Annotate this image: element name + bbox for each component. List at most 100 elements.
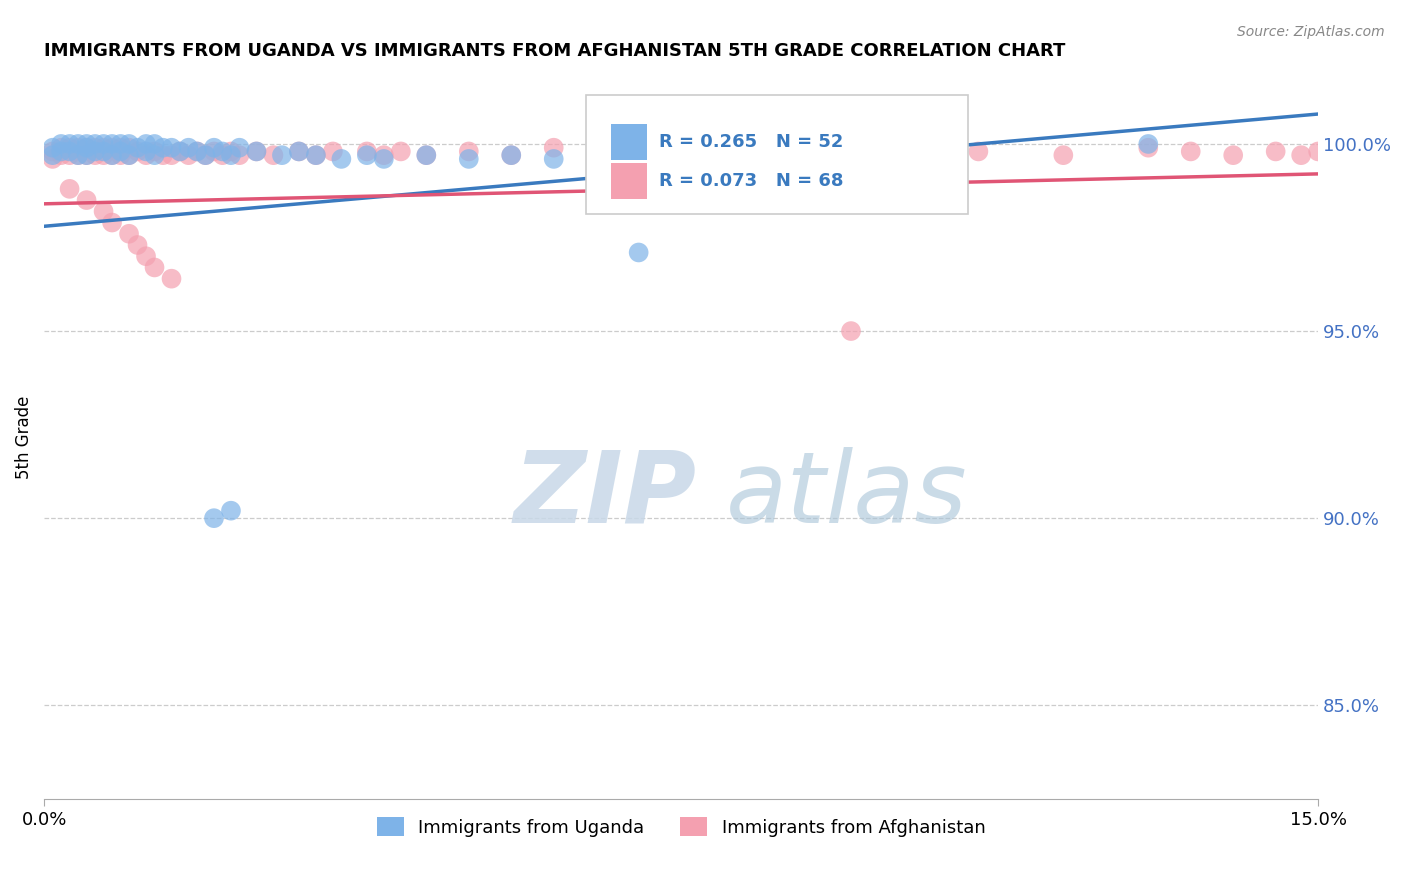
Point	[110, 148, 132, 162]
Point	[797, 145, 820, 159]
Point	[118, 227, 141, 241]
Point	[84, 148, 107, 162]
Point	[67, 136, 90, 151]
Point	[882, 148, 904, 162]
Point	[194, 148, 217, 162]
FancyBboxPatch shape	[585, 95, 967, 214]
Point	[1180, 145, 1202, 159]
Point	[967, 145, 990, 159]
Point	[457, 145, 479, 159]
Point	[118, 148, 141, 162]
Point	[101, 141, 124, 155]
Point	[76, 136, 98, 151]
Point	[1137, 136, 1160, 151]
Text: Source: ZipAtlas.com: Source: ZipAtlas.com	[1237, 25, 1385, 39]
Point	[101, 148, 124, 162]
Point	[143, 260, 166, 275]
Point	[67, 148, 90, 162]
Point	[41, 145, 63, 159]
Point	[211, 148, 233, 162]
Point	[415, 148, 437, 162]
Point	[58, 141, 80, 155]
Point	[585, 148, 607, 162]
Point	[186, 145, 208, 159]
Point	[41, 148, 63, 162]
Point	[202, 145, 225, 159]
Point	[627, 245, 650, 260]
Point	[49, 148, 72, 162]
Point	[202, 511, 225, 525]
Point	[143, 148, 166, 162]
Text: atlas: atlas	[725, 447, 967, 544]
Point	[143, 145, 166, 159]
Point	[58, 145, 80, 159]
Point	[101, 148, 124, 162]
Point	[67, 148, 90, 162]
Point	[228, 141, 250, 155]
Point	[585, 148, 607, 162]
Point	[356, 145, 378, 159]
Point	[1052, 148, 1074, 162]
Point	[93, 145, 115, 159]
Point	[194, 148, 217, 162]
Point	[101, 215, 124, 229]
Point	[1137, 141, 1160, 155]
Point	[373, 148, 395, 162]
Point	[288, 145, 311, 159]
Point	[76, 141, 98, 155]
Point	[219, 145, 242, 159]
Point	[160, 141, 183, 155]
Point	[245, 145, 267, 159]
Point	[84, 136, 107, 151]
Point	[839, 324, 862, 338]
Point	[135, 145, 157, 159]
Point	[93, 136, 115, 151]
Point	[110, 141, 132, 155]
Point	[1289, 148, 1312, 162]
Point	[356, 148, 378, 162]
Point	[177, 141, 200, 155]
Point	[373, 152, 395, 166]
Point	[219, 504, 242, 518]
Point	[245, 145, 267, 159]
Legend: Immigrants from Uganda, Immigrants from Afghanistan: Immigrants from Uganda, Immigrants from …	[370, 810, 993, 844]
Point	[160, 148, 183, 162]
Point	[58, 182, 80, 196]
Point	[186, 145, 208, 159]
Point	[228, 148, 250, 162]
Point	[1222, 148, 1244, 162]
Point	[457, 152, 479, 166]
Point	[58, 148, 80, 162]
Point	[1308, 145, 1330, 159]
Point	[127, 238, 149, 252]
Point	[58, 136, 80, 151]
Point	[127, 141, 149, 155]
Point	[627, 145, 650, 159]
Point	[101, 136, 124, 151]
Y-axis label: 5th Grade: 5th Grade	[15, 396, 32, 479]
Point	[202, 141, 225, 155]
Point	[118, 136, 141, 151]
Point	[118, 141, 141, 155]
Point	[118, 148, 141, 162]
Point	[177, 148, 200, 162]
Point	[543, 152, 565, 166]
Point	[543, 141, 565, 155]
Point	[41, 141, 63, 155]
Point	[143, 136, 166, 151]
Text: ZIP: ZIP	[513, 447, 696, 544]
Point	[501, 148, 523, 162]
Point	[49, 145, 72, 159]
Point	[49, 136, 72, 151]
Point	[67, 141, 90, 155]
Point	[41, 152, 63, 166]
Point	[322, 145, 344, 159]
Point	[219, 148, 242, 162]
Text: R = 0.073   N = 68: R = 0.073 N = 68	[659, 172, 844, 190]
Point	[135, 136, 157, 151]
Point	[152, 141, 174, 155]
Text: R = 0.265   N = 52: R = 0.265 N = 52	[659, 133, 844, 151]
Point	[76, 193, 98, 207]
Point	[152, 148, 174, 162]
Point	[389, 145, 412, 159]
